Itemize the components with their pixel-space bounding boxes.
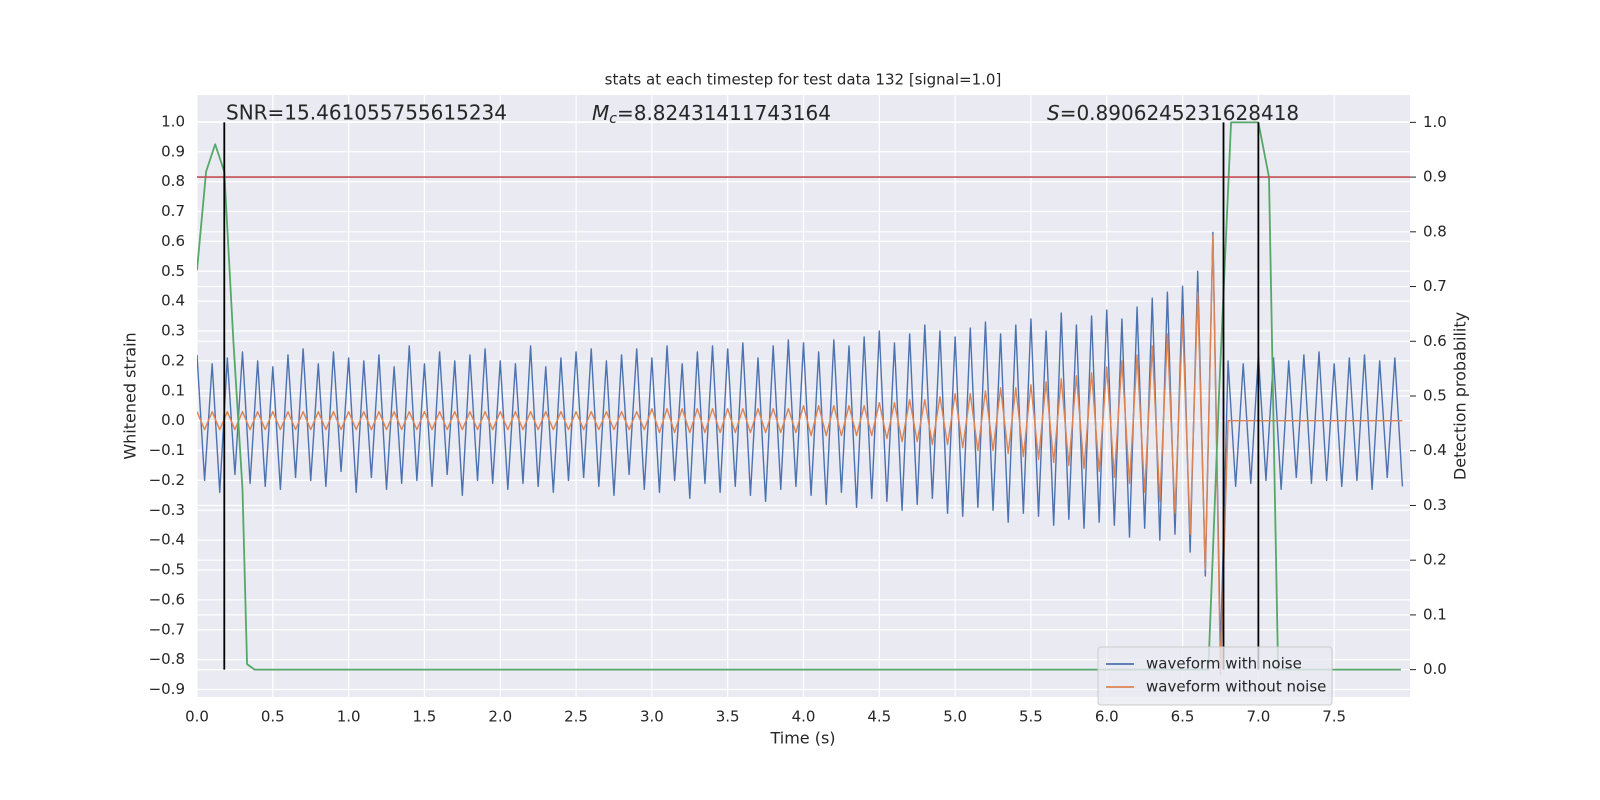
legend-box: [1097, 646, 1333, 706]
x-tick-label: 1.5: [413, 708, 437, 726]
legend-label: waveform without noise: [1146, 678, 1326, 696]
series-line: [197, 234, 1403, 676]
annotation: S=0.8906245231628418: [1047, 101, 1299, 125]
legend-label: waveform with noise: [1146, 655, 1302, 673]
x-tick-label: 1.0: [337, 708, 361, 726]
annotation-subscript: c: [609, 111, 617, 127]
x-tick-label: 2.0: [488, 708, 512, 726]
y-tick-label: 0.9: [161, 142, 185, 160]
y2-tick-label: 0.8: [1423, 222, 1447, 240]
x-tick-label: 6.0: [1095, 708, 1119, 726]
x-tick-label: 7.5: [1322, 708, 1346, 726]
annotation-text: =0.8906245231628418: [1060, 101, 1299, 125]
annotation-symbol: S: [1047, 101, 1060, 125]
y2-tick-label: 0.5: [1423, 387, 1447, 405]
y2-tick-label: 0.1: [1423, 605, 1447, 623]
y-tick-label: 0.1: [161, 381, 185, 399]
y-tick-label: −0.5: [149, 561, 185, 579]
y-tick-label: 0.6: [161, 232, 185, 250]
labels: 0.0 0.5 1.0 1.5 2.0 2.5 3.0 3.5 4.0 4.5 5.0 5.5 6.0 6…: [149, 112, 1447, 725]
x-tick-label: 5.5: [1019, 708, 1043, 726]
y2-tick-label: 0.3: [1423, 496, 1447, 514]
y2-tick-label: 0.9: [1423, 168, 1447, 186]
y2-tick-label: 1.0: [1423, 113, 1447, 131]
y-tick-label: 0.3: [161, 322, 185, 340]
x-tick-label: 0.5: [261, 708, 285, 726]
x-tick-label: 6.5: [1171, 708, 1195, 726]
y-tick-label: 0.5: [161, 262, 185, 280]
x-tick-label: 4.5: [867, 708, 891, 726]
y-tick-label: 0.4: [161, 292, 185, 310]
legend: waveform with noise waveform without nois…: [1097, 646, 1333, 706]
y-tick-label: 1.0: [161, 112, 185, 130]
annotation: SNR=15.461055755615234: [226, 101, 507, 125]
y-tick-label: −0.3: [149, 501, 185, 519]
x-tick-label: 7.0: [1246, 708, 1270, 726]
y-tick-label: −0.7: [149, 620, 185, 638]
y-tick-label: −0.8: [149, 650, 185, 668]
annotation-symbol: M: [592, 101, 609, 125]
y2-tick-label: 0.7: [1423, 277, 1447, 295]
annotation-text: =8.82431411743164: [617, 101, 831, 125]
x-tick-label: 4.0: [792, 708, 816, 726]
x-tick-label: 3.0: [640, 708, 664, 726]
y2-axis-label: Detection probability: [1451, 312, 1470, 480]
y-tick-label: −0.4: [149, 531, 185, 549]
y-tick-label: −0.6: [149, 590, 185, 608]
y-tick-label: 0.2: [161, 351, 185, 369]
chart-title: stats at each timestep for test data 132…: [605, 71, 1002, 89]
y-tick-label: −0.2: [149, 471, 185, 489]
y2-tick-label: 0.2: [1423, 551, 1447, 569]
annotation: Mc=8.82431411743164: [592, 101, 831, 128]
x-tick-label: 5.0: [943, 708, 967, 726]
y-tick-label: −0.9: [149, 680, 185, 698]
y2-tick-label: 0.0: [1423, 660, 1447, 678]
y2-tick-label: 0.6: [1423, 332, 1447, 350]
y-tick-label: 0.8: [161, 172, 185, 190]
y-tick-label: 0.7: [161, 202, 185, 220]
x-tick-label: 0.0: [185, 708, 209, 726]
y2-tick-label: 0.4: [1423, 441, 1447, 459]
y-axis-label: Whitened strain: [121, 332, 140, 459]
y-tick-label: −0.1: [149, 441, 185, 459]
x-tick-label: 3.5: [716, 708, 740, 726]
x-tick-label: 2.5: [564, 708, 588, 726]
y-tick-label: 0.0: [161, 411, 185, 429]
x-axis-label: Time (s): [769, 729, 835, 748]
